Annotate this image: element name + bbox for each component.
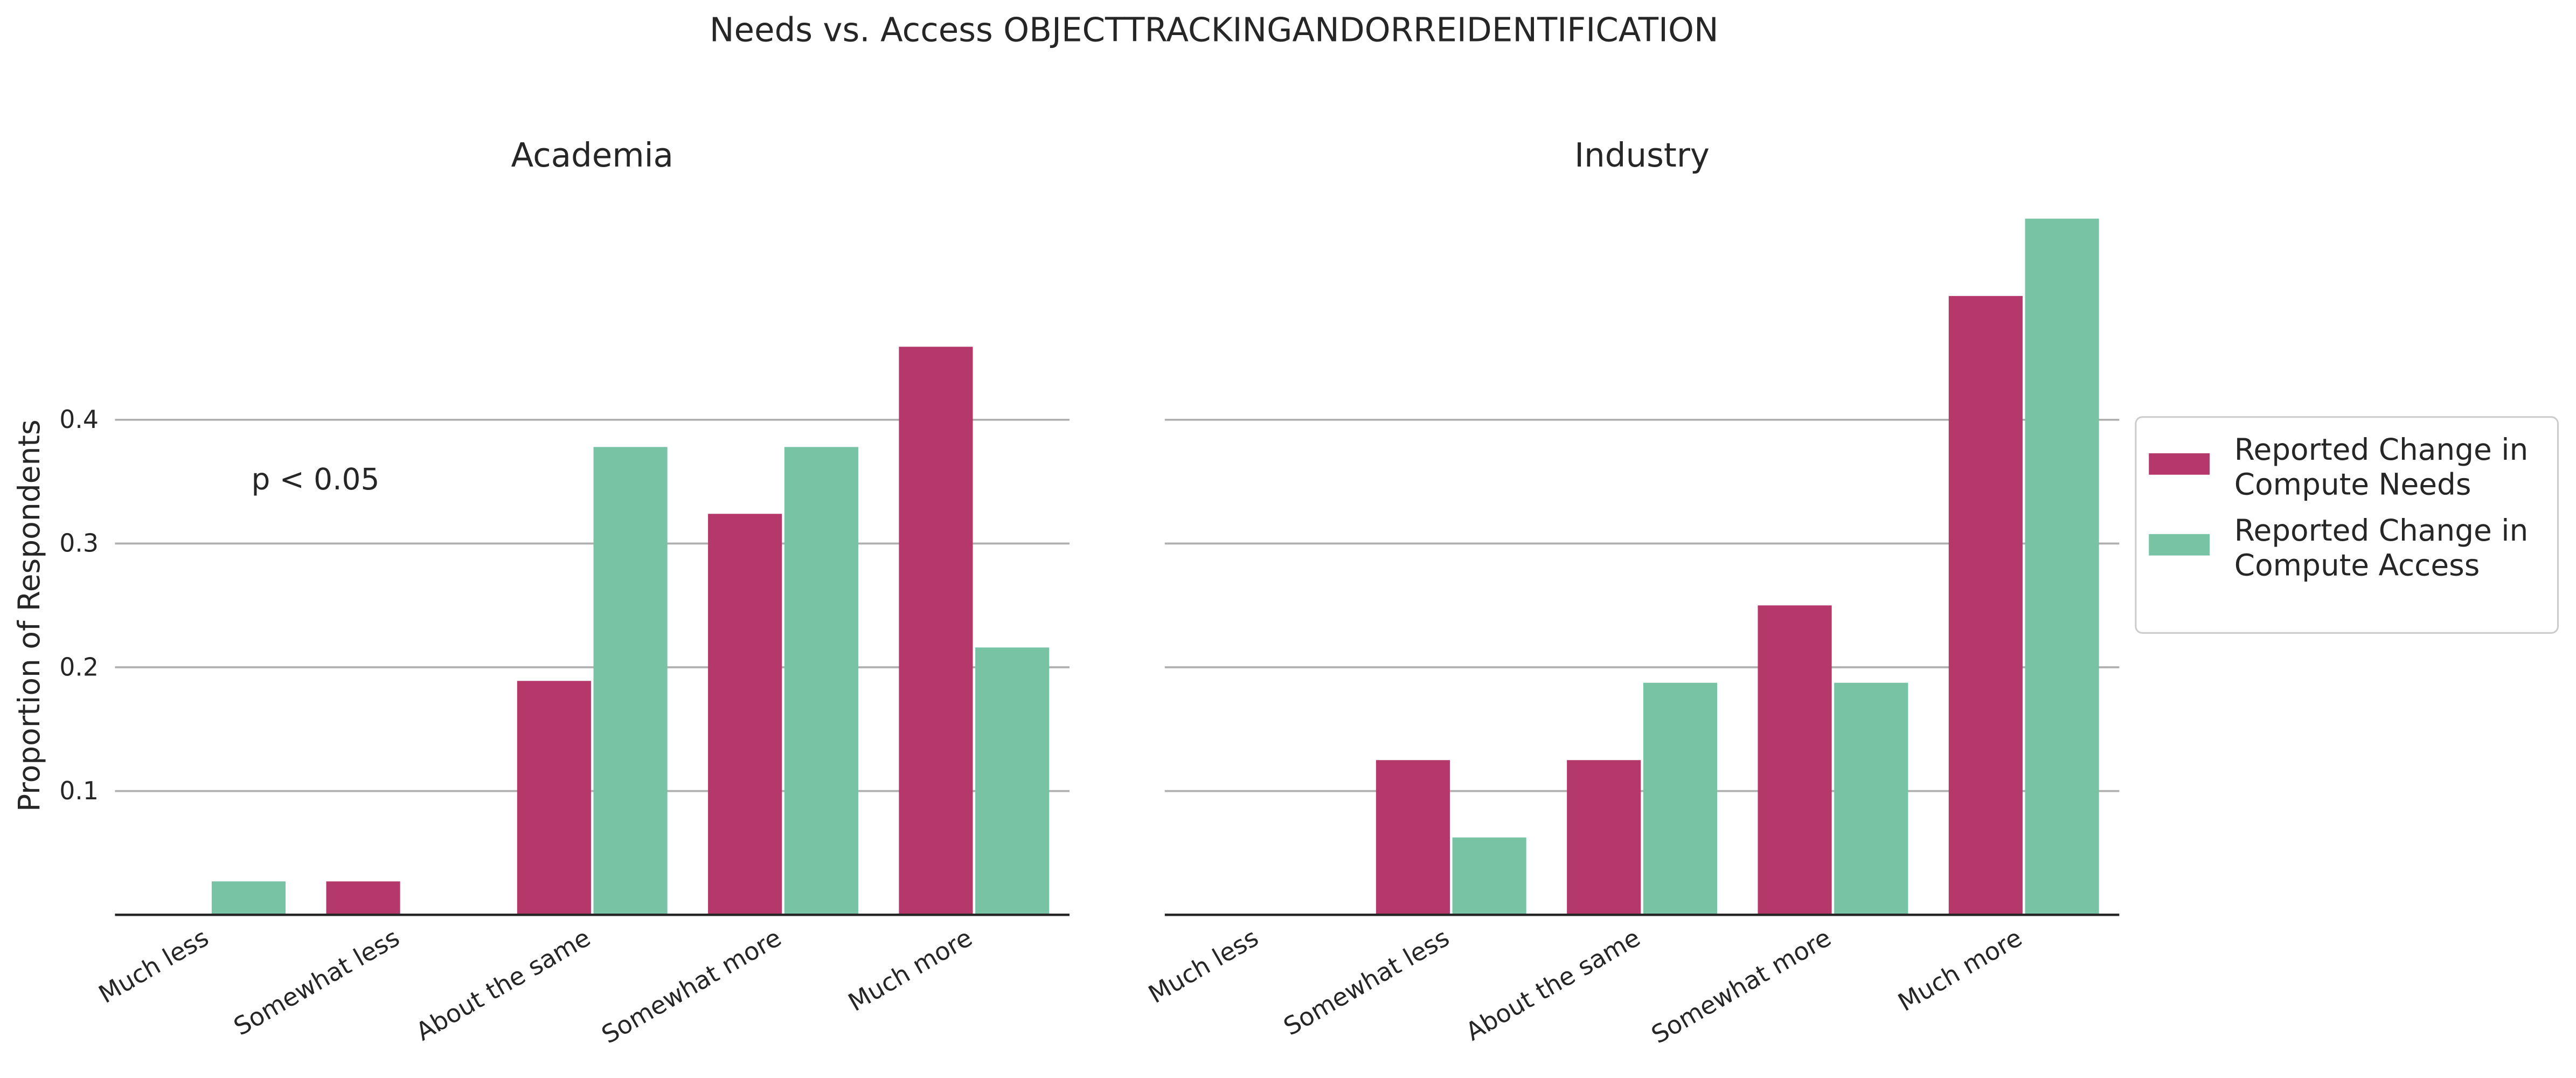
bar — [1643, 682, 1718, 915]
bar — [784, 447, 858, 915]
bar — [975, 647, 1050, 915]
figure-title: Needs vs. Access OBJECTTRACKINGANDORREID… — [710, 11, 1719, 49]
y-tick-label: 0.3 — [59, 529, 99, 558]
bar — [1452, 837, 1526, 915]
bar — [1758, 605, 1832, 915]
panel-title: Academia — [511, 136, 673, 175]
x-tick-label: Much more — [1893, 923, 2026, 1017]
x-tick-label: About the same — [1461, 923, 1645, 1046]
bar — [2025, 218, 2099, 915]
bar — [1567, 760, 1641, 915]
x-tick-label: About the same — [411, 923, 595, 1046]
x-tick-label: Somewhat more — [596, 923, 786, 1049]
x-tick-label: Much less — [1143, 923, 1263, 1009]
bar — [1948, 296, 2023, 915]
bar — [708, 514, 782, 915]
bar — [1834, 682, 1908, 915]
bar — [593, 447, 668, 915]
panel-title: Industry — [1574, 136, 1710, 175]
bar — [899, 347, 973, 915]
bar — [517, 681, 591, 915]
legend-swatch — [2149, 534, 2210, 556]
legend-box — [2135, 416, 2559, 634]
bar — [1376, 760, 1450, 915]
legend-swatch — [2149, 453, 2210, 475]
y-axis-label: Proportion of Respondents — [12, 419, 46, 812]
x-tick-label: Much more — [843, 923, 977, 1017]
x-tick-label: Somewhat less — [229, 923, 405, 1041]
bar — [211, 881, 286, 915]
legend-label: Reported Change in Compute Needs — [2234, 432, 2528, 501]
y-tick-label: 0.1 — [59, 776, 99, 805]
x-tick-label: Somewhat less — [1279, 923, 1454, 1041]
y-tick-label: 0.4 — [59, 405, 99, 434]
annotation: p < 0.05 — [251, 462, 379, 496]
y-tick-label: 0.2 — [59, 652, 99, 681]
legend-label: Reported Change in Compute Access — [2234, 513, 2528, 582]
x-tick-label: Somewhat more — [1647, 923, 1836, 1049]
x-tick-label: Much less — [94, 923, 213, 1009]
bar — [326, 881, 400, 915]
